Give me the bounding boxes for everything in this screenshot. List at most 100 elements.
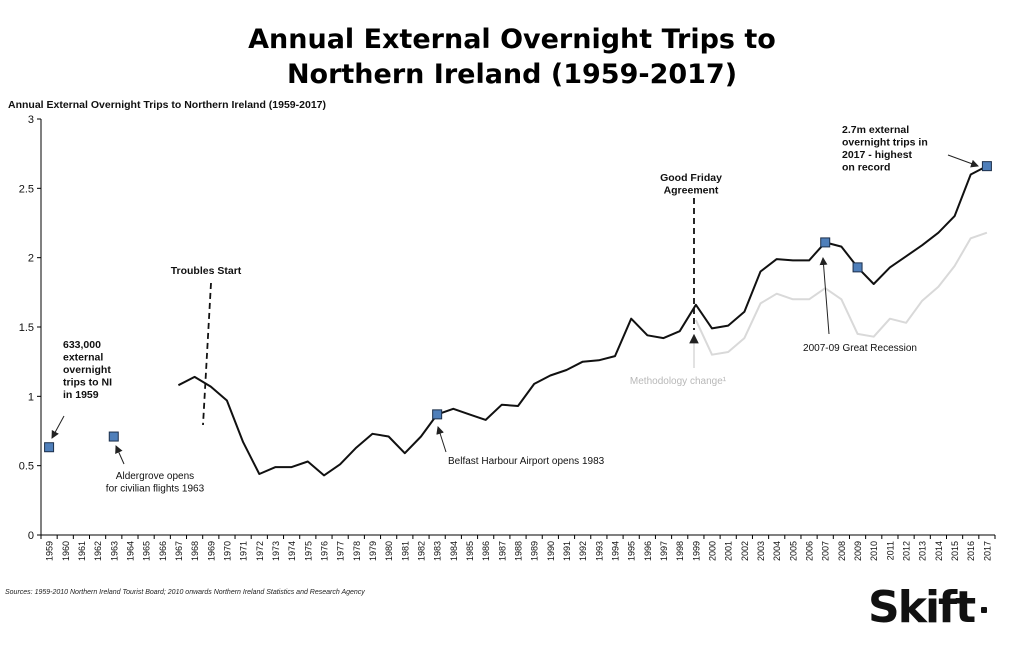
x-tick-label: 2007	[821, 541, 831, 561]
x-tick-label: 1969	[206, 541, 216, 561]
x-tick-label: 1965	[142, 541, 152, 561]
x-tick-label: 1966	[158, 541, 168, 561]
x-tick-label: 1988	[514, 541, 524, 561]
x-tick-label: 1983	[433, 541, 443, 561]
y-tick-label: 3	[28, 114, 34, 126]
x-tick-label: 1981	[400, 541, 410, 561]
x-tick-label: 1985	[465, 541, 475, 561]
data-marker	[44, 442, 55, 453]
x-tick-label: 2009	[853, 541, 863, 561]
x-tick-label: 2016	[966, 541, 976, 561]
annotation-recession-text: 2007-09 Great Recession	[803, 343, 917, 354]
x-tick-label: 1972	[255, 541, 265, 561]
x-tick-label: 1994	[611, 541, 621, 561]
x-tick-label: 1974	[287, 541, 297, 561]
annotation-record-arrow	[947, 154, 979, 168]
y-tick-label: 0	[28, 530, 34, 542]
skift-logo-dot	[981, 607, 987, 613]
data-marker	[852, 262, 863, 273]
y-tick-label: 1.5	[19, 322, 34, 334]
x-tick-label: 1999	[691, 541, 701, 561]
chart-title: Annual External Overnight Trips to North…	[8, 99, 326, 111]
annotation-methodology-text: Methodology change¹	[630, 376, 727, 387]
annotation-record-text: 2017 - highest	[842, 149, 913, 161]
x-tick-label: 1995	[627, 541, 637, 561]
annotation-first-year-arrow	[51, 415, 65, 439]
annotation-belfast-harbour-arrow	[436, 426, 447, 453]
annotation-belfast-harbour-text: Belfast Harbour Airport opens 1983	[448, 456, 605, 467]
page-title: Annual External Overnight Trips to North…	[0, 22, 1024, 92]
annotation-first-year-text: external	[63, 352, 103, 364]
data-marker	[820, 237, 831, 248]
x-tick-label: 2014	[934, 541, 944, 561]
x-tick-label: 1996	[643, 541, 653, 561]
x-tick-label: 2017	[982, 541, 992, 561]
annotation-record-text: overnight trips in	[842, 137, 928, 149]
x-tick-label: 2001	[724, 541, 734, 561]
annotation-record-text: on record	[842, 162, 890, 174]
x-tick-label: 2015	[950, 541, 960, 561]
x-tick-label: 1997	[659, 541, 669, 561]
x-tick-label: 1980	[384, 541, 394, 561]
y-tick-label: 2.5	[19, 183, 34, 195]
annotation-aldergrove-text: for civilian flights 1963	[106, 484, 205, 495]
x-tick-label: 2012	[902, 541, 912, 561]
annotation-troubles-text: Troubles Start	[171, 265, 242, 277]
x-tick-label: 2010	[869, 541, 879, 561]
x-tick-label: 2003	[756, 541, 766, 561]
x-tick-label: 2000	[708, 541, 718, 561]
y-tick-label: 0.5	[19, 461, 34, 473]
annotation-recession-arrow	[819, 257, 830, 335]
annotation-good-friday-text: Good Friday	[660, 172, 722, 184]
annotation-first-year-text: in 1959	[63, 389, 99, 401]
x-tick-label: 1993	[594, 541, 604, 561]
data-marker	[981, 161, 992, 172]
x-tick-label: 1976	[319, 541, 329, 561]
x-tick-label: 1990	[546, 541, 556, 561]
y-tick-label: 2	[28, 253, 34, 265]
x-tick-label: 1962	[93, 541, 103, 561]
annotation-aldergrove-text: Aldergrove opens	[116, 471, 194, 482]
x-tick-label: 1964	[125, 541, 135, 561]
x-tick-label: 1960	[61, 541, 71, 561]
x-tick-label: 1984	[449, 541, 459, 561]
y-tick-label: 1	[28, 391, 34, 403]
x-tick-label: 1989	[530, 541, 540, 561]
data-marker	[108, 431, 119, 442]
data-marker	[432, 409, 443, 420]
annotation-first-year-text: 633,000	[63, 339, 101, 351]
x-tick-label: 1991	[562, 541, 572, 561]
x-tick-label: 2013	[918, 541, 928, 561]
methodology-series-line	[694, 231, 988, 356]
x-tick-label: 2006	[805, 541, 815, 561]
page-title-line-2: Northern Ireland (1959-2017)	[286, 59, 738, 90]
x-tick-label: 1979	[368, 541, 378, 561]
x-tick-label: 1982	[416, 541, 426, 561]
x-tick-label: 1992	[578, 541, 588, 561]
main-series-line	[177, 165, 988, 477]
x-tick-label: 2005	[788, 541, 798, 561]
page-title-line-1: Annual External Overnight Trips to	[248, 24, 776, 55]
annotation-record-text: 2.7m external	[842, 124, 909, 136]
source-note: Sources: 1959-2010 Northern Ireland Tour…	[5, 589, 365, 596]
x-tick-label: 1998	[675, 541, 685, 561]
x-tick-label: 2002	[740, 541, 750, 561]
x-tick-label: 2008	[837, 541, 847, 561]
x-tick-label: 1961	[77, 541, 87, 561]
x-tick-label: 2004	[772, 541, 782, 561]
x-tick-label: 2011	[885, 541, 895, 560]
x-tick-label: 1987	[497, 541, 507, 561]
troubles-dashed-line	[202, 282, 212, 426]
skift-logo: Skift	[868, 582, 976, 633]
x-tick-label: 1967	[174, 541, 184, 561]
annotation-good-friday-text: Agreement	[664, 185, 719, 197]
x-tick-label: 1977	[336, 541, 346, 561]
x-tick-label: 1973	[271, 541, 281, 561]
annotation-first-year-text: overnight	[63, 364, 111, 376]
x-tick-label: 1971	[239, 541, 249, 561]
x-tick-label: 1959	[45, 541, 55, 561]
x-tick-label: 1970	[222, 541, 232, 561]
x-tick-label: 1978	[352, 541, 362, 561]
x-tick-label: 1986	[481, 541, 491, 561]
